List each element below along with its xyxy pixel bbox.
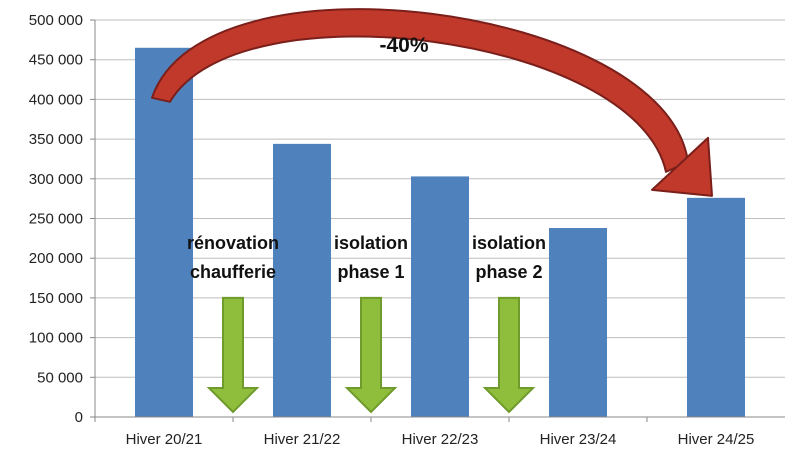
- reduction-arrow: -40%: [151, 8, 713, 197]
- x-axis: Hiver 20/21 Hiver 21/22 Hiver 22/23 Hiver 2…: [94, 416, 785, 448]
- x-tick-label: Hiver 20/21: [126, 431, 203, 448]
- reduction-label: -40%: [379, 34, 428, 57]
- y-tick-label: 350 000: [29, 131, 83, 148]
- curved-arrow-head-icon: [651, 136, 713, 197]
- step-label-line-2: chaufferie: [190, 262, 276, 282]
- y-tick-label: 450 000: [29, 52, 83, 69]
- bar: [549, 228, 607, 417]
- step-label-line-1: rénovation: [187, 233, 279, 253]
- step-label-line-1: isolation: [334, 233, 408, 253]
- x-tick-label: Hiver 22/23: [402, 431, 479, 448]
- y-tick-label: 200 000: [29, 250, 83, 267]
- y-tick-label: 500 000: [29, 12, 83, 29]
- step-annotations: rénovation chaufferie isolation phase 1 isol…: [187, 233, 546, 414]
- y-tick-label: 100 000: [29, 330, 83, 347]
- x-tick-label: Hiver 24/25: [678, 431, 755, 448]
- down-arrow-icon: [344, 296, 398, 414]
- y-tick-label: 400 000: [29, 91, 83, 108]
- y-tick-label: 150 000: [29, 290, 83, 307]
- bar: [411, 176, 469, 417]
- y-axis: 0 50 000 100 000 150 000 200 000 250 000 300 0…: [29, 12, 96, 426]
- y-tick-label: 0: [75, 409, 83, 426]
- x-tick-label: Hiver 21/22: [264, 431, 341, 448]
- bars: [135, 47, 745, 417]
- step-label-line-1: isolation: [472, 233, 546, 253]
- y-tick-label: 50 000: [37, 369, 83, 386]
- step-label-line-2: phase 2: [475, 262, 542, 282]
- bar: [135, 47, 193, 417]
- step-label-line-2: phase 1: [337, 262, 404, 282]
- down-arrow-icon: [206, 296, 260, 414]
- y-tick-label: 300 000: [29, 171, 83, 188]
- down-arrow-icon: [482, 296, 536, 414]
- bar: [687, 197, 745, 417]
- y-tick-label: 250 000: [29, 211, 83, 228]
- x-tick-label: Hiver 23/24: [540, 431, 617, 448]
- bar: [273, 143, 331, 417]
